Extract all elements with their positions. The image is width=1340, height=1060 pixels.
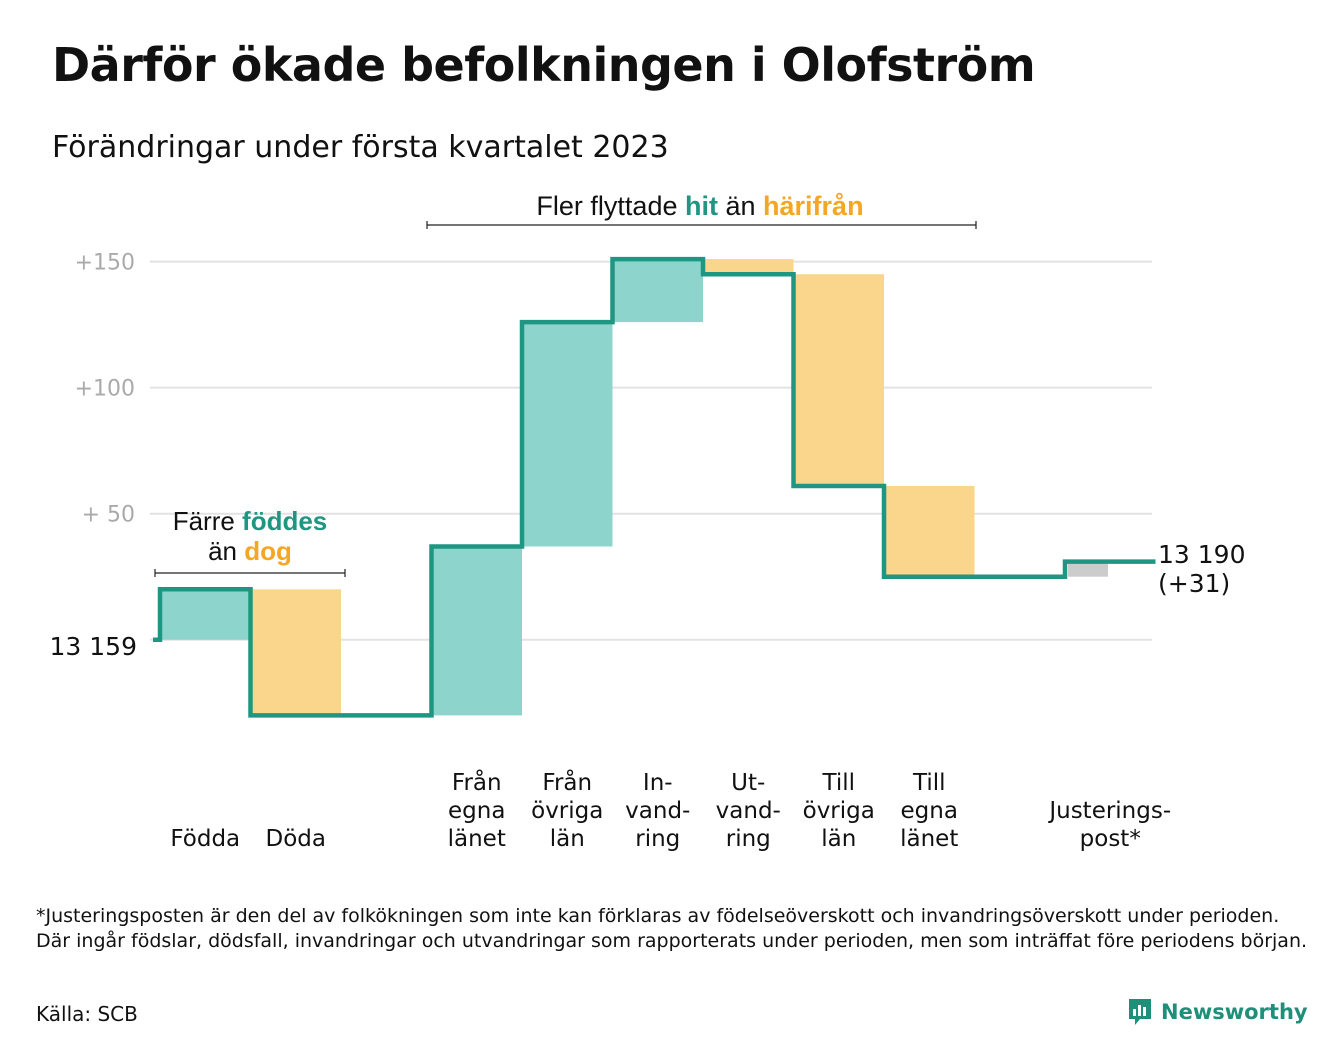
category-label: län (550, 826, 585, 852)
category-label: länet (900, 826, 958, 852)
chart-title: Därför ökade befolkningen i Olofström (52, 38, 1036, 92)
category-label: ring (726, 826, 771, 852)
brand-name: Newsworthy (1161, 1000, 1308, 1024)
y-tick-label: + 50 (82, 503, 135, 528)
waterfall-bar (703, 259, 794, 275)
category-label: post* (1080, 826, 1141, 852)
waterfall-bar (250, 589, 341, 716)
category-label: ring (635, 826, 680, 852)
waterfall-bar (884, 485, 975, 577)
waterfall-bar (160, 589, 251, 640)
brand-logo: Newsworthy (1127, 997, 1308, 1027)
category-label: övriga (803, 798, 875, 824)
waterfall-bar (793, 274, 884, 486)
category-label: Döda (266, 826, 326, 852)
births-annotation-line1: Färre föddes (173, 506, 328, 536)
footnote: *Justeringsposten är den del av folkökni… (36, 905, 1308, 952)
category-label: övriga (531, 798, 603, 824)
source: Källa: SCB (36, 1002, 138, 1026)
category-label: Till (821, 770, 855, 796)
bars (160, 259, 1108, 716)
category-label: In- (643, 770, 673, 796)
migration-annotation: Fler flyttade hit än härifrån (536, 191, 863, 221)
y-tick-label: +100 (75, 377, 135, 402)
waterfall-bar (1068, 561, 1108, 577)
category-label: Till (912, 770, 946, 796)
category-label: egna (448, 798, 505, 824)
waterfall-bar (431, 546, 522, 716)
y-tick-label: +150 (75, 251, 135, 276)
category-label: Från (542, 768, 592, 796)
category-label: Ut- (731, 770, 765, 796)
newsworthy-logo-icon (1129, 999, 1151, 1025)
waterfall-bar (522, 322, 613, 547)
end-change-label: (+31) (1158, 569, 1230, 598)
category-label: Födda (170, 826, 240, 852)
births-annotation-line2: än dog (208, 536, 292, 566)
category-label: län (821, 826, 856, 852)
category-label: länet (448, 826, 506, 852)
cumulative-line (153, 256, 1156, 718)
cumulative-step-line (153, 256, 1156, 718)
waterfall-bar (612, 259, 703, 323)
end-value-label: 13 190 (1158, 540, 1245, 569)
category-label: Från (452, 768, 502, 796)
chart-subtitle: Förändringar under första kvartalet 2023 (52, 130, 669, 165)
category-label: egna (901, 798, 958, 824)
category-label: vand- (716, 798, 781, 824)
category-label: vand- (625, 798, 690, 824)
start-value-label: 13 159 (50, 632, 137, 661)
category-label: Justerings- (1047, 798, 1171, 824)
